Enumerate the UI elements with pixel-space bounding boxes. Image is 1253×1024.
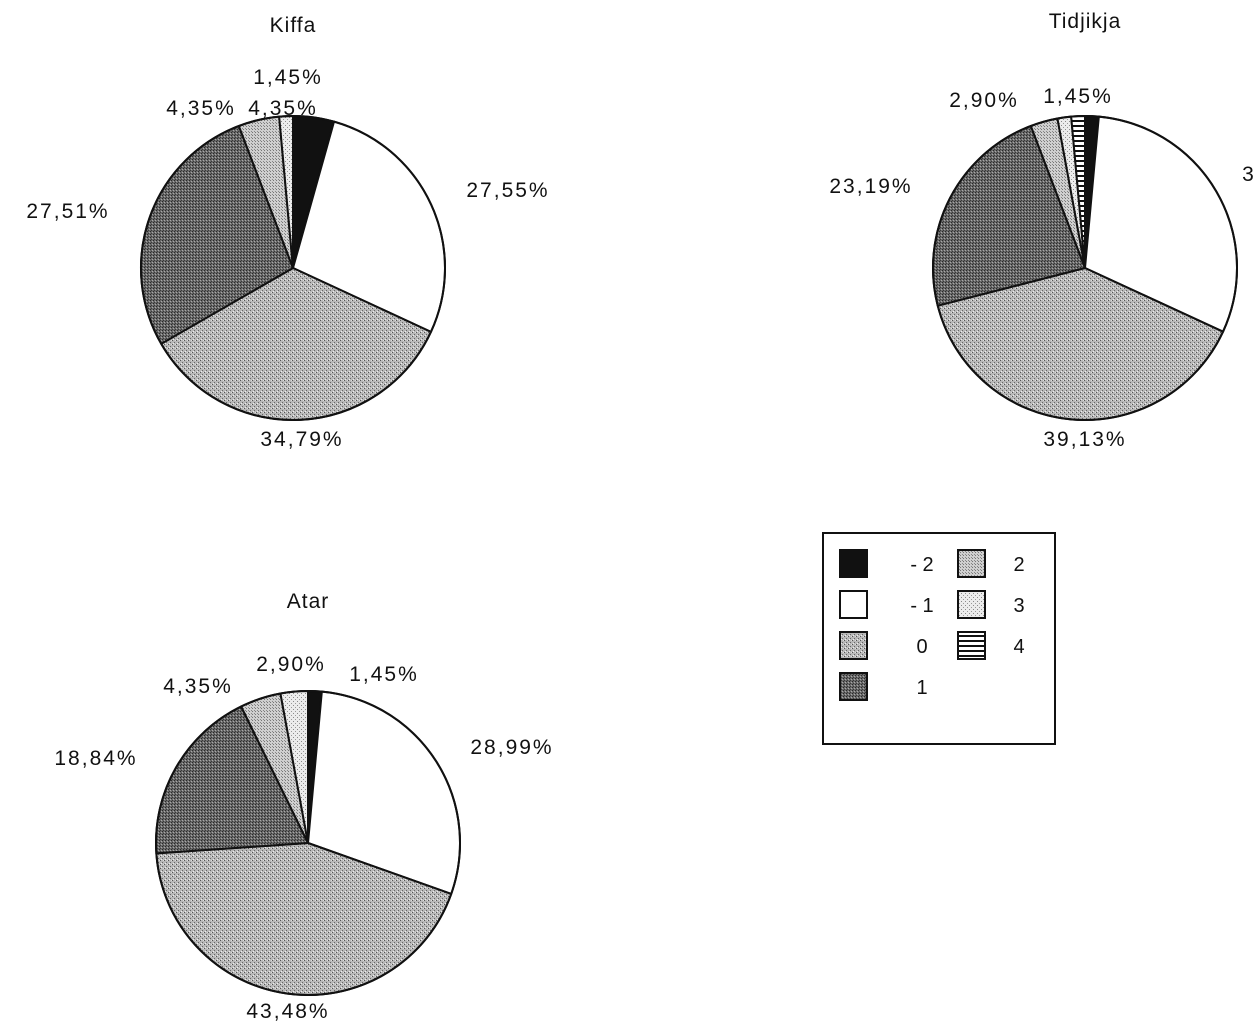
legend-label: 1 — [916, 677, 927, 699]
legend-label: - 1 — [910, 595, 933, 617]
slice-data-label: 3 — [1242, 163, 1253, 186]
pie-chart-atar: Atar 1,45% 28,99% 43,48% 18,84% 4,35% 2,90% — [54, 590, 553, 1023]
legend-label: 2 — [1013, 554, 1024, 576]
slice-data-label: 23,19% — [829, 175, 912, 198]
legend-swatch — [957, 549, 986, 578]
slice-data-label: 4,35% — [166, 97, 236, 120]
slice-data-label: 1,45% — [349, 663, 419, 686]
slice-data-label: 43,48% — [246, 1000, 329, 1023]
legend-label: - 2 — [910, 554, 933, 576]
legend-swatch — [957, 590, 986, 619]
pie-outline — [932, 115, 1238, 421]
slice-data-label: 34,79% — [260, 428, 343, 451]
chart-title: Kiffa — [270, 14, 317, 37]
chart-title: Atar — [287, 590, 330, 613]
slice-data-label: 1,45% — [253, 66, 323, 89]
slice-data-label: 27,51% — [26, 200, 109, 223]
slice-data-label: 4,35% — [163, 675, 233, 698]
legend-swatch — [839, 672, 868, 701]
legend-swatch — [839, 549, 868, 578]
legend-swatch — [839, 631, 868, 660]
legend-label: 3 — [1013, 595, 1024, 617]
pie-chart-tidjikja: Tidjikja 3 39,13% 23,19% 2,90% 1,45% — [829, 10, 1253, 451]
legend-label: 0 — [916, 636, 927, 658]
slice-data-label: 4,35% — [248, 97, 318, 120]
slice-data-label: 28,99% — [470, 736, 553, 759]
pie-chart-kiffa: Kiffa 4,35% 27,55% 34,79% 27,51% 4,35% 1,45% — [26, 14, 549, 451]
slice-data-label: 2,90% — [256, 653, 326, 676]
slice-data-label: 2,90% — [949, 89, 1019, 112]
legend-swatch — [957, 631, 986, 660]
legend-label: 4 — [1013, 636, 1024, 658]
slice-data-label: 39,13% — [1043, 428, 1126, 451]
slice-data-label: 1,45% — [1043, 85, 1113, 108]
chart-title: Tidjikja — [1049, 10, 1122, 33]
pie-outline — [155, 690, 461, 996]
slice-data-label: 27,55% — [466, 179, 549, 202]
legend: - 2 - 1 0 1 2 3 4 — [822, 532, 1056, 745]
legend-swatch — [839, 590, 868, 619]
pie-outline — [140, 115, 446, 421]
slice-data-label: 18,84% — [54, 747, 137, 770]
